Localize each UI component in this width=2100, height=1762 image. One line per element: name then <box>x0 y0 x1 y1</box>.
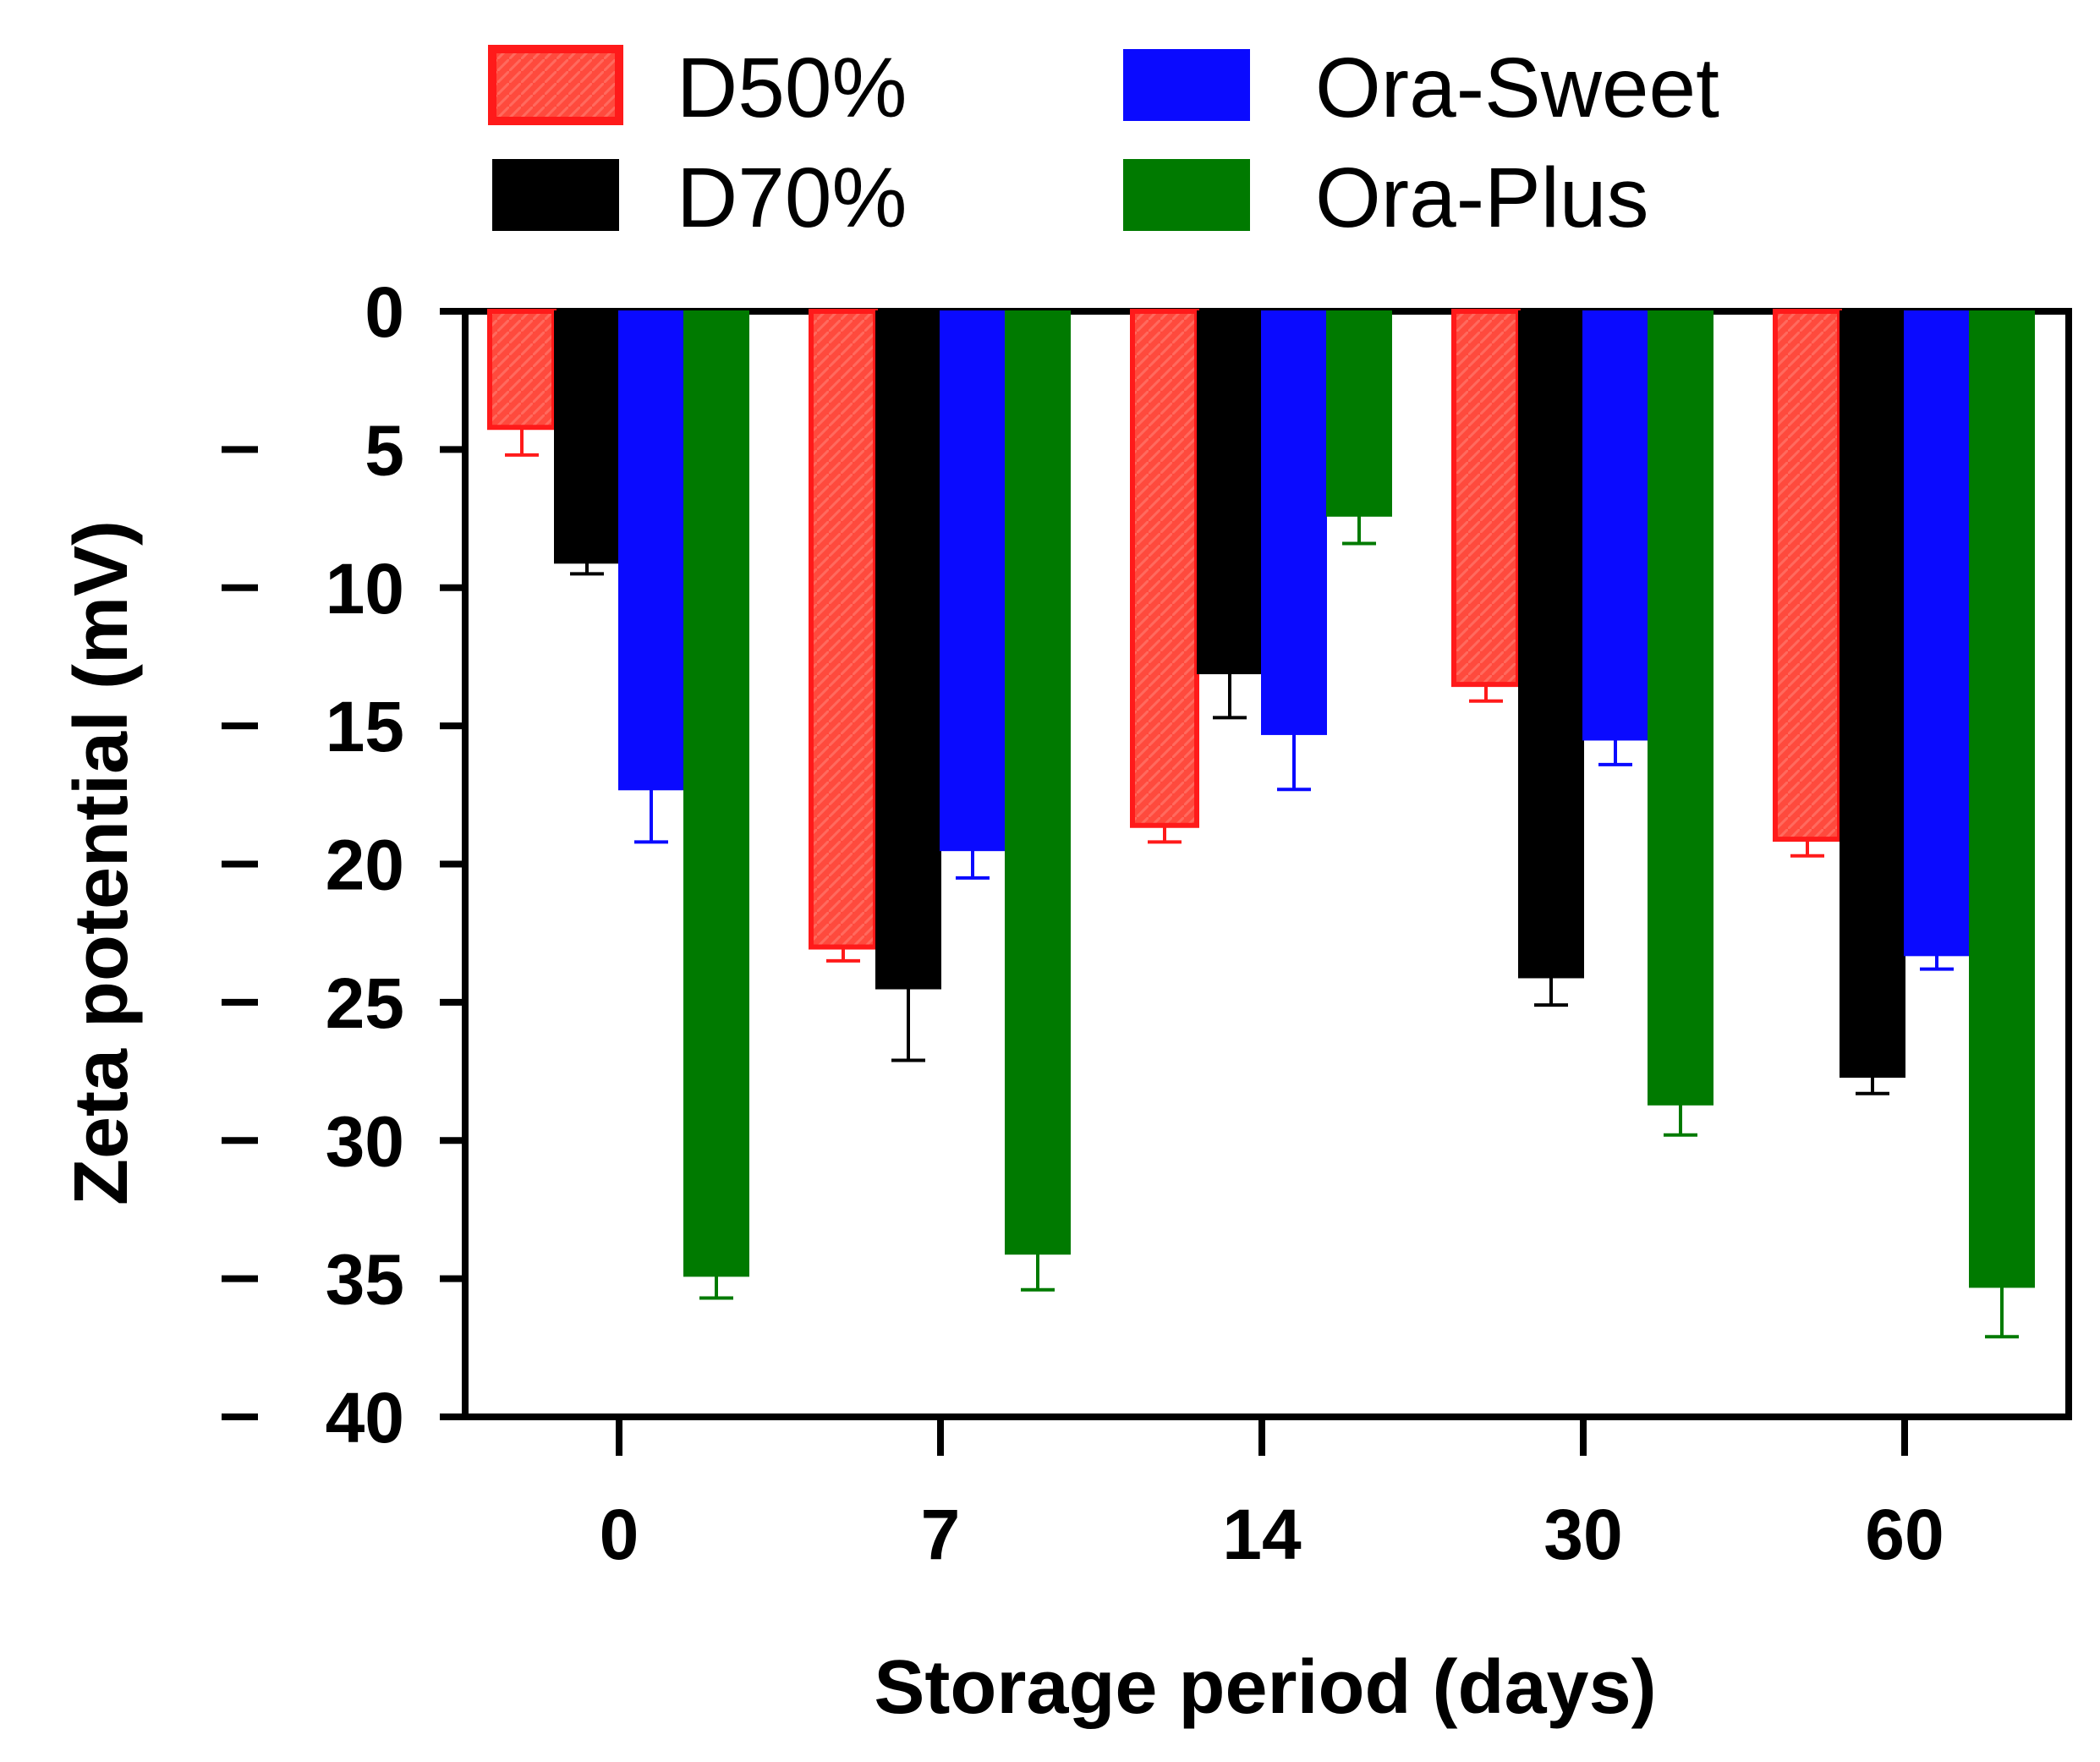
error-bar-ora-sweet-day-7 <box>956 850 990 880</box>
x-axis-title: Storage period (days) <box>874 1645 1656 1730</box>
bar-ora-sweet-day-7 <box>940 310 1006 852</box>
bar-d50--day-30 <box>1451 309 1521 688</box>
y-tick-label: 40 <box>326 1378 404 1457</box>
bar-ora-plus-day-7 <box>1005 310 1071 1255</box>
bar-d70--day-7 <box>875 310 941 990</box>
legend-swatch-d70 <box>492 159 619 231</box>
legend-swatch-d50 <box>488 45 623 125</box>
y-axis-title: Zeta potential (mV) <box>59 520 144 1205</box>
legend: D50% D70% Ora-Sweet Ora-Plus <box>488 41 1719 245</box>
bar-d50--day-0 <box>487 309 557 431</box>
error-bar-d70--day-14 <box>1213 673 1247 720</box>
bar-ora-sweet-day-0 <box>618 310 684 791</box>
legend-label-d70: D70% <box>677 151 907 245</box>
error-bar-ora-plus-day-30 <box>1664 1104 1697 1137</box>
error-bar-ora-sweet-day-14 <box>1277 733 1311 792</box>
error-bar-ora-plus-day-7 <box>1021 1254 1055 1292</box>
y-tick-label: 0 <box>365 272 404 352</box>
error-bar-d50--day-14 <box>1148 825 1182 844</box>
error-bar-d70--day-0 <box>570 563 604 576</box>
legend-item-d50[interactable]: D50% <box>488 41 907 135</box>
bar-ora-plus-day-60 <box>1969 310 2035 1288</box>
y-tick-label: 15 <box>326 687 404 766</box>
legend-swatch-ora-sweet <box>1123 49 1250 121</box>
legend-item-ora-plus[interactable]: Ora-Plus <box>1123 151 1649 245</box>
bar-ora-sweet-day-14 <box>1261 310 1327 735</box>
y-tick-label: 35 <box>326 1240 404 1320</box>
bar-ora-sweet-day-30 <box>1582 310 1648 741</box>
error-bar-d50--day-30 <box>1469 684 1503 703</box>
error-bar-ora-sweet-day-60 <box>1920 955 1954 971</box>
error-bar-ora-plus-day-60 <box>1985 1287 2019 1339</box>
y-tick-label: 20 <box>326 826 404 905</box>
x-tick-label: 7 <box>921 1495 961 1574</box>
legend-item-d70[interactable]: D70% <box>492 151 907 245</box>
legend-swatch-ora-plus <box>1123 159 1250 231</box>
error-bar-d50--day-0 <box>505 427 539 457</box>
error-bar-ora-sweet-day-30 <box>1598 739 1632 766</box>
legend-label-ora-sweet: Ora-Sweet <box>1315 41 1719 135</box>
bar-d70--day-0 <box>554 310 620 564</box>
error-bar-d70--day-7 <box>891 988 925 1062</box>
legend-label-d50: D50% <box>677 41 907 135</box>
error-bar-d70--day-60 <box>1856 1077 1889 1095</box>
legend-item-ora-sweet[interactable]: Ora-Sweet <box>1123 41 1719 135</box>
error-bar-ora-plus-day-14 <box>1342 515 1376 546</box>
bar-d70--day-60 <box>1840 310 1905 1079</box>
error-bar-d50--day-60 <box>1790 839 1824 858</box>
x-axis-ticks: 0 7 14 30 60 <box>600 1417 1944 1574</box>
y-tick-label: 5 <box>365 410 404 490</box>
bar-d50--day-60 <box>1773 309 1842 843</box>
legend-label-ora-plus: Ora-Plus <box>1315 151 1649 245</box>
bar-d50--day-14 <box>1130 309 1199 828</box>
x-tick-label: 60 <box>1865 1495 1944 1574</box>
x-tick-label: 14 <box>1222 1495 1302 1574</box>
bar-d70--day-14 <box>1197 310 1263 675</box>
error-bar-d70--day-30 <box>1534 977 1568 1007</box>
bar-ora-plus-day-30 <box>1648 310 1713 1106</box>
x-tick-label: 0 <box>600 1495 639 1574</box>
bar-ora-sweet-day-60 <box>1904 310 1970 957</box>
bar-ora-plus-day-0 <box>683 310 749 1277</box>
error-bars-layer <box>505 427 2019 1339</box>
bar-d50--day-7 <box>809 309 878 950</box>
y-tick-label: 10 <box>326 549 404 629</box>
y-axis-ticks: 0 5 10 15 20 25 30 35 40 <box>222 272 465 1457</box>
y-tick-label: 30 <box>326 1101 404 1181</box>
error-bar-d50--day-7 <box>826 947 860 963</box>
bar-d70--day-30 <box>1518 310 1584 979</box>
y-tick-label: 25 <box>326 963 404 1043</box>
error-bar-ora-sweet-day-0 <box>634 789 668 844</box>
bar-ora-plus-day-14 <box>1326 310 1392 517</box>
bars-layer <box>487 309 2035 1288</box>
error-bar-ora-plus-day-0 <box>699 1276 733 1300</box>
x-tick-label: 30 <box>1543 1495 1622 1574</box>
